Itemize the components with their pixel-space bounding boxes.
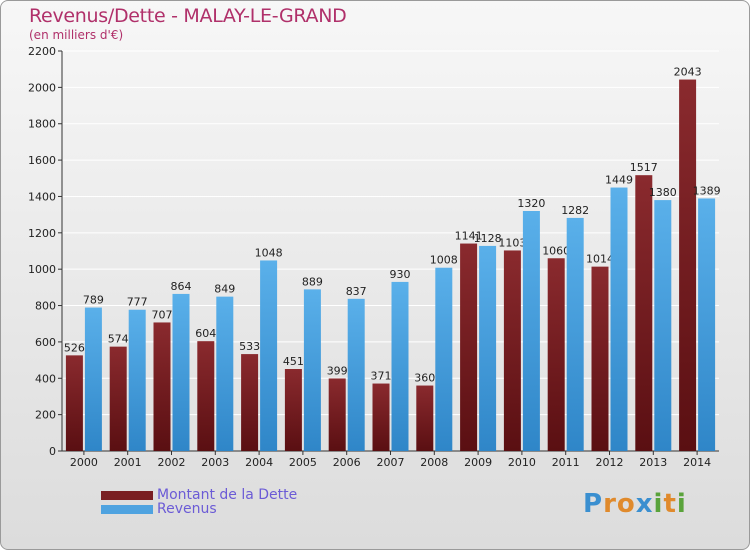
y-tick-label: 1000 (28, 263, 56, 276)
bar-dette (197, 341, 215, 451)
bar-dette (679, 79, 697, 451)
x-tick-label: 2000 (70, 456, 98, 469)
data-label-dette: 2043 (674, 66, 702, 79)
y-tick-label: 400 (35, 372, 56, 385)
bar-revenus (698, 198, 716, 451)
data-label-dette: 707 (152, 308, 173, 321)
y-tick-label: 800 (35, 300, 56, 313)
y-tick-label: 2200 (28, 45, 56, 58)
bar-revenus (610, 187, 628, 451)
x-tick-label: 2011 (552, 456, 580, 469)
bar-dette (328, 378, 346, 451)
bar-dette (241, 354, 259, 451)
bar-dette (372, 383, 390, 451)
data-label-dette: 451 (283, 355, 304, 368)
x-tick-label: 2007 (377, 456, 405, 469)
data-label-revenus: 1449 (605, 174, 633, 187)
data-label-revenus: 1128 (474, 232, 502, 245)
data-label-revenus: 837 (346, 285, 367, 298)
bar-revenus (260, 260, 278, 451)
data-label-dette: 533 (239, 340, 260, 353)
data-label-revenus: 1389 (693, 184, 721, 197)
x-tick-label: 2013 (639, 456, 667, 469)
data-label-dette: 526 (64, 341, 85, 354)
bar-revenus (479, 245, 497, 451)
data-label-revenus: 849 (214, 283, 235, 296)
data-label-revenus: 1048 (255, 246, 283, 259)
y-tick-label: 200 (35, 409, 56, 422)
bar-revenus (128, 309, 146, 451)
bar-dette (153, 322, 171, 451)
bar-revenus (172, 293, 190, 451)
data-label-dette: 399 (327, 364, 348, 377)
x-tick-label: 2002 (158, 456, 186, 469)
bar-revenus (391, 281, 409, 451)
bar-dette (503, 250, 521, 451)
data-label-revenus: 889 (302, 275, 323, 288)
bar-dette (284, 369, 302, 451)
bar-revenus (347, 298, 365, 451)
bar-revenus (654, 200, 672, 451)
legend-item-dette: Montant de la Dette (101, 487, 298, 503)
legend-label-revenus: Revenus (157, 501, 217, 517)
x-tick-label: 2006 (333, 456, 361, 469)
y-tick-label: 1600 (28, 154, 56, 167)
y-tick-label: 1200 (28, 227, 56, 240)
data-label-dette: 1141 (455, 230, 483, 243)
bar-revenus (84, 307, 102, 451)
data-label-revenus: 930 (390, 268, 411, 281)
x-tick-label: 2012 (596, 456, 624, 469)
legend-item-revenus: Revenus (101, 501, 217, 517)
bar-dette (109, 346, 127, 451)
y-tick-label: 600 (35, 336, 56, 349)
bar-revenus (303, 289, 321, 451)
bar-revenus (216, 296, 234, 451)
y-tick-label: 0 (49, 445, 56, 458)
data-label-revenus: 1320 (517, 197, 545, 210)
data-label-revenus: 777 (127, 296, 148, 309)
x-tick-label: 2008 (420, 456, 448, 469)
x-tick-label: 2001 (114, 456, 142, 469)
legend-swatch-dette (101, 490, 153, 500)
x-tick-label: 2005 (289, 456, 317, 469)
data-label-dette: 1103 (498, 236, 526, 249)
data-label-revenus: 789 (83, 294, 104, 307)
y-tick-label: 1400 (28, 190, 56, 203)
data-label-dette: 371 (371, 370, 392, 383)
bar-revenus (566, 217, 584, 451)
bar-revenus (522, 211, 540, 451)
bar-revenus (435, 267, 453, 451)
y-tick-label: 2000 (28, 81, 56, 94)
x-tick-label: 2010 (508, 456, 536, 469)
data-label-revenus: 1008 (430, 254, 458, 267)
data-label-dette: 360 (414, 372, 435, 385)
bar-dette (65, 355, 83, 451)
proxiti-logo: Proxiti (583, 489, 687, 519)
y-tick-label: 1800 (28, 118, 56, 131)
bar-dette (591, 266, 609, 451)
data-label-revenus: 864 (171, 280, 192, 293)
bar-dette (460, 243, 478, 451)
chart-title: Revenus/Dette - MALAY-LE-GRAND (29, 5, 347, 27)
data-label-revenus: 1282 (561, 204, 589, 217)
x-tick-label: 2004 (245, 456, 273, 469)
bar-dette (547, 258, 565, 451)
data-label-dette: 604 (195, 327, 216, 340)
data-label-dette: 1517 (630, 161, 658, 174)
bar-dette (416, 385, 434, 451)
bar-dette (635, 175, 653, 451)
chart-subtitle: (en milliers d'€) (29, 28, 124, 42)
data-label-dette: 1060 (542, 244, 570, 257)
data-label-revenus: 1380 (649, 186, 677, 199)
legend-label-dette: Montant de la Dette (157, 487, 298, 503)
x-tick-label: 2014 (683, 456, 711, 469)
legend-swatch-revenus (101, 504, 153, 514)
x-tick-label: 2003 (201, 456, 229, 469)
data-label-dette: 574 (108, 333, 129, 346)
x-tick-label: 2009 (464, 456, 492, 469)
data-label-dette: 1014 (586, 253, 614, 266)
